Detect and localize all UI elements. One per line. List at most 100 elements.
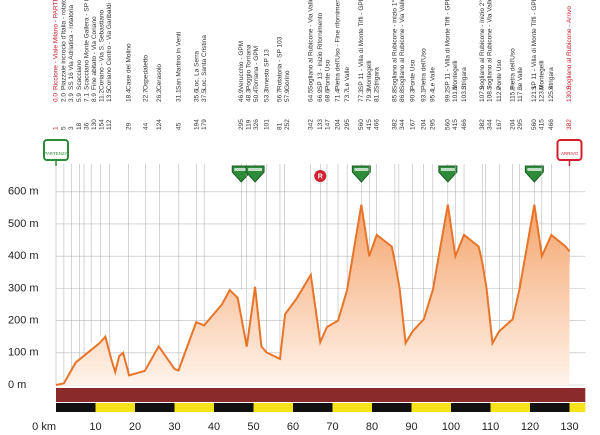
y-tick-label: 200 m	[8, 314, 39, 326]
x-tick-label: 20	[129, 421, 141, 433]
waypoint-alt: 204	[335, 119, 342, 130]
waypoint-name: Rotatoria - SP 103	[277, 36, 284, 90]
waypoint-km: 108.7	[486, 85, 493, 102]
km-segment	[530, 403, 570, 412]
x-tick-label: 30	[168, 421, 180, 433]
waypoint-km: 37.5	[201, 89, 208, 102]
waypoint-name: Sogliano al Rubicone - Via Valle	[486, 0, 493, 90]
km-segment	[253, 403, 293, 412]
km-segment	[332, 403, 372, 412]
waypoint-name: Loc. La Serra	[193, 51, 200, 90]
km-segment	[293, 403, 333, 412]
km-segment	[214, 403, 254, 412]
waypoint-km: 73.7	[344, 89, 351, 102]
waypoint-alt: 3	[68, 126, 75, 130]
waypoint-name: SP 13 - Inizio Rifornimento	[317, 12, 324, 90]
waypoint-alt: 101	[263, 119, 270, 130]
waypoint-name: SS 16 Via Adriatica - rotatoria	[68, 4, 75, 90]
waypoint-name: SP 11 - Villa di Monte Tiffi - GPM	[358, 0, 365, 90]
waypoint-alt: 44	[142, 122, 149, 130]
waypoint-km: 46.9	[238, 89, 245, 102]
waypoint-km: 64.5	[307, 89, 314, 102]
y-tick-label: 600 m	[8, 186, 39, 198]
waypoint-alt: 1	[53, 126, 60, 130]
gpm-band	[354, 168, 369, 171]
waypoint-km: 48.3	[245, 89, 252, 102]
waypoint-name: Sogliano al Rubicone - Arrivo	[566, 6, 573, 90]
waypoint-alt: 18	[76, 122, 83, 130]
waypoint-km: 35.6	[193, 89, 200, 102]
waypoint-alt: 130	[91, 119, 98, 130]
km-segment	[372, 403, 412, 412]
waypoint-name: Verucchio - GPM	[238, 41, 245, 90]
waypoint-alt: 466	[548, 119, 555, 130]
waypoint-alt: 252	[284, 119, 291, 130]
waypoint-km: 93.1	[420, 89, 427, 102]
x-tick-label: 70	[326, 421, 338, 433]
waypoint-alt: 5	[61, 126, 68, 130]
waypoint-alt: 45	[176, 122, 183, 130]
waypoint-alt: 560	[358, 119, 365, 130]
refreshment-label: R	[318, 173, 323, 180]
profile-line	[55, 204, 571, 386]
waypoint-km: 115.6	[509, 86, 516, 102]
waypoint-km: 5.9	[76, 93, 83, 102]
waypoint-alt: 154	[99, 119, 106, 130]
y-tick-label: 300 m	[8, 282, 39, 294]
waypoint-name: Pietra dell'Uso	[420, 48, 427, 90]
waypoint-km: 95.4	[430, 89, 437, 102]
x-tick-label: 40	[208, 421, 220, 433]
waypoint-name: Riccione - Viale Milano - PARTENZA	[53, 0, 60, 90]
waypoint-name: Pietra dell'Uso	[509, 48, 516, 90]
waypoint-alt: 295	[344, 119, 351, 130]
waypoint-name: Scacciano	[76, 60, 83, 90]
waypoint-alt: 466	[373, 119, 380, 130]
waypoint-km: 66.9	[317, 89, 324, 102]
waypoint-name: Sogliano al Rubicone - inizio 2° giro	[478, 0, 486, 90]
waypoint-km: 18.4	[125, 89, 132, 102]
y-tick-label: 100 m	[8, 347, 39, 359]
waypoint-alt: 133	[317, 119, 324, 130]
waypoint-km: 121.1	[531, 85, 538, 102]
waypoint-name: Coriano Centro - Via Garibaldi	[106, 3, 113, 90]
km-segment	[135, 403, 175, 412]
waypoint-km: 130.0	[566, 85, 573, 102]
waypoint-alt: 344	[486, 119, 493, 130]
km-segment	[174, 403, 214, 412]
waypoint-alt: 560	[531, 119, 538, 130]
waypoint-alt: 179	[201, 119, 208, 130]
waypoint-km: 68.6	[324, 89, 331, 102]
waypoint-alt: 295	[430, 119, 437, 130]
x-tick-label: 0 km	[32, 421, 56, 433]
waypoint-name: Innesto SP 13	[263, 49, 270, 90]
waypoint-alt: 382	[566, 119, 573, 130]
waypoint-km: 56.7	[277, 89, 284, 102]
km-segment	[451, 403, 491, 412]
waypoint-alt: 81	[277, 122, 284, 130]
waypoint-km: 0.0	[53, 93, 60, 102]
waypoint-alt: 204	[420, 119, 427, 130]
waypoint-name: Le Valle	[344, 67, 351, 90]
waypoint-name: Montegelli	[452, 60, 459, 90]
waypoint-km: 103.3	[461, 85, 468, 102]
waypoint-km: 107.9	[479, 85, 486, 102]
gpm-band	[248, 168, 263, 171]
waypoint-alt: 112	[106, 119, 113, 130]
waypoint-km: 31.1	[176, 89, 183, 102]
waypoint-name: Montegelli	[539, 60, 546, 90]
waypoint-alt: 382	[479, 119, 486, 130]
waypoint-alt: 167	[496, 119, 503, 130]
waypoint-name: Strigara	[548, 67, 555, 90]
waypoint-km: 26.2	[156, 89, 163, 102]
waypoint-km: 90.3	[409, 89, 416, 102]
waypoint-km: 117.3	[517, 86, 524, 102]
gpm-band	[234, 168, 249, 171]
waypoint-km: 71.4	[335, 89, 342, 102]
waypoint-km: 22.7	[142, 89, 149, 102]
waypoint-alt: 342	[307, 119, 314, 130]
finish-flag-box	[556, 139, 583, 161]
waypoint-alt: 167	[409, 119, 416, 130]
waypoint-km: 53.3	[263, 89, 270, 102]
y-tick-label: 500 m	[8, 218, 39, 230]
x-tick-label: 50	[247, 421, 259, 433]
